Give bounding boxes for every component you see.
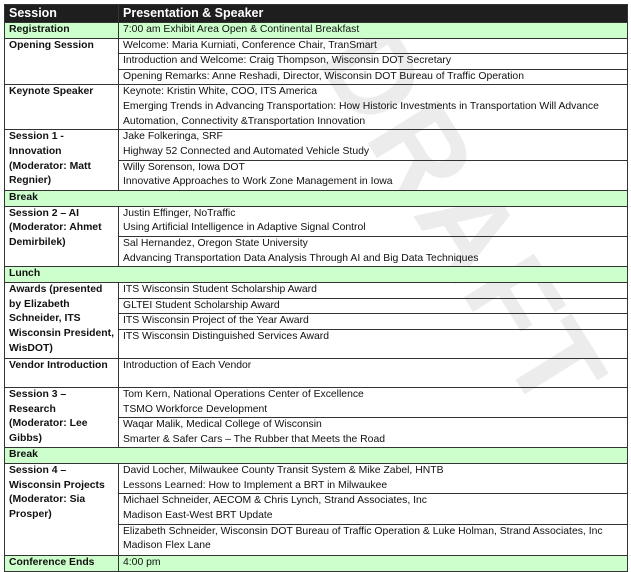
- presentation-line: Madison Flex Lane: [123, 540, 211, 552]
- header-presentation: Presentation & Speaker: [118, 4, 628, 23]
- presentation-line: GLTEI Student Scholarship Award: [123, 299, 280, 311]
- session-row: Michael Schneider, AECOM & Chris Lynch, …: [5, 493, 628, 525]
- presentation-line: Elizabeth Schneider, Wisconsin DOT Burea…: [123, 525, 603, 537]
- presentation-cell: ITS Wisconsin Distinguished Services Awa…: [118, 328, 628, 359]
- presentation-line: Willy Sorenson, Iowa DOT: [123, 161, 245, 173]
- session-row: Sal Hernandez, Oregon State University Ad…: [5, 235, 628, 268]
- presentation-line: ITS Wisconsin Student Scholarship Award: [123, 284, 317, 296]
- presentation-line: Michael Schneider, AECOM & Chris Lynch, …: [123, 495, 427, 507]
- break-label: Break: [4, 447, 628, 465]
- session-row: Session 1 - Innovation (Moderator: Matt …: [4, 129, 628, 191]
- session-row: Session 2 – AI (Moderator: Ahmet Demirbi…: [4, 205, 628, 268]
- session-row: Registration 7:00 am Exhibit Area Open & …: [4, 22, 628, 39]
- presentation-line: Welcome: Maria Kurniati, Conference Chai…: [123, 39, 377, 51]
- presentation-cell: David Locher, Milwaukee County Transit S…: [118, 463, 628, 495]
- presentation-cell: ITS Wisconsin Project of the Year Award: [118, 313, 628, 330]
- presentation-cell: Waqar Malik, Medical College of Wisconsi…: [118, 417, 628, 449]
- header-row: Session Presentation & Speaker: [4, 4, 628, 23]
- session-name: Awards (presented by Elizabeth Schneider…: [4, 282, 119, 359]
- presentation-line: Using Artificial Intelligence in Adaptiv…: [123, 222, 366, 234]
- presentation-line: Tom Kern, National Operations Center of …: [123, 388, 364, 400]
- presentation-cell: ITS Wisconsin Student Scholarship Award: [118, 282, 628, 299]
- break-row: Lunch: [4, 266, 628, 284]
- presentation-line: Opening Remarks: Anne Reshadi, Director,…: [123, 70, 524, 82]
- presentation-line: ITS Wisconsin Project of the Year Award: [123, 315, 309, 327]
- break-row: Break: [4, 447, 628, 465]
- presentation-line: Introduction of Each Vendor: [123, 359, 252, 371]
- session-name: Registration: [4, 22, 119, 39]
- presentation-cell: Introduction and Welcome: Craig Thompson…: [118, 53, 628, 70]
- session-row: Session 3 – Research (Moderator: Lee Gib…: [4, 386, 628, 449]
- presentation-cell: Michael Schneider, AECOM & Chris Lynch, …: [118, 493, 628, 525]
- presentation-line: Emerging Trends in Advancing Transportat…: [123, 100, 599, 127]
- presentation-line: Smarter & Safer Cars – The Rubber that M…: [123, 433, 386, 445]
- presentation-cell: Willy Sorenson, Iowa DOT Innovative Appro…: [118, 159, 628, 191]
- session-name: Keynote Speaker: [4, 84, 119, 131]
- presentation-cell: 7:00 am Exhibit Area Open & Continental …: [118, 22, 628, 39]
- session-name: Opening Session: [4, 37, 119, 86]
- session-name: Session 2 – AI (Moderator: Ahmet Demirbi…: [4, 205, 119, 268]
- session-row: Vendor Introduction Introduction of Each …: [4, 357, 628, 388]
- agenda-table: Session Presentation & Speaker Registrat…: [4, 4, 628, 572]
- presentation-line: ITS Wisconsin Distinguished Services Awa…: [123, 330, 329, 342]
- presentation-cell: 4:00 pm: [118, 554, 628, 572]
- presentation-line: Madison East-West BRT Update: [123, 510, 273, 522]
- presentation-cell: Opening Remarks: Anne Reshadi, Director,…: [118, 68, 628, 86]
- session-row: Awards (presented by Elizabeth Schneider…: [4, 282, 628, 359]
- presentation-cell: Justin Effinger, NoTraffic Using Artifici…: [118, 205, 628, 237]
- break-label: Break: [4, 189, 628, 207]
- presentation-cell: Elizabeth Schneider, Wisconsin DOT Burea…: [118, 523, 628, 556]
- presentation-line: David Locher, Milwaukee County Transit S…: [123, 465, 444, 477]
- presentation-line: 7:00 am Exhibit Area Open & Continental …: [123, 24, 360, 35]
- presentation-line: Jake Folkeringa, SRF: [123, 131, 223, 143]
- session-row: Waqar Malik, Medical College of Wisconsi…: [5, 417, 628, 449]
- presentation-cell: GLTEI Student Scholarship Award: [118, 297, 628, 315]
- presentation-cell: Introduction of Each Vendor: [118, 357, 628, 388]
- presentation-cell: Welcome: Maria Kurniati, Conference Chai…: [118, 37, 628, 55]
- session-name: Session 4 – Wisconsin Projects (Moderato…: [4, 463, 119, 556]
- presentation-line: Introduction and Welcome: Craig Thompson…: [123, 55, 452, 67]
- presentation-line: Lessons Learned: How to Implement a BRT …: [123, 479, 388, 491]
- presentation-line: 4:00 pm: [123, 556, 161, 568]
- presentation-line: Sal Hernandez, Oregon State University: [123, 237, 308, 249]
- session-name: Vendor Introduction: [4, 357, 119, 388]
- presentation-cell: Sal Hernandez, Oregon State University Ad…: [118, 235, 628, 268]
- presentation-line: Advancing Transportation Data Analysis T…: [123, 252, 479, 264]
- presentation-cell: Keynote: Kristin White, COO, ITS America…: [118, 84, 628, 131]
- session-row: Conference Ends 4:00 pm: [4, 554, 628, 572]
- presentation-line: TSMO Workforce Development: [123, 403, 268, 415]
- session-row: Opening Session Welcome: Maria Kurniati, …: [4, 37, 628, 86]
- presentation-cell: Jake Folkeringa, SRF Highway 52 Connected…: [118, 129, 628, 161]
- presentation-line: Justin Effinger, NoTraffic: [123, 207, 236, 219]
- presentation-cell: Tom Kern, National Operations Center of …: [118, 386, 628, 419]
- break-row: Break: [4, 189, 628, 207]
- break-label: Lunch: [4, 266, 628, 284]
- session-row: Willy Sorenson, Iowa DOT Innovative Appro…: [5, 159, 628, 191]
- presentation-line: Innovative Approaches to Work Zone Manag…: [123, 176, 393, 188]
- session-name: Session 1 - Innovation (Moderator: Matt …: [4, 129, 119, 191]
- session-row: Keynote Speaker Keynote: Kristin White, C…: [4, 84, 628, 131]
- presentation-line: Highway 52 Connected and Automated Vehic…: [123, 145, 370, 157]
- session-row: Session 4 – Wisconsin Projects (Moderato…: [4, 463, 628, 556]
- session-name: Conference Ends: [4, 554, 119, 572]
- header-session: Session: [4, 4, 119, 23]
- presentation-line: Keynote: Kristin White, COO, ITS America: [123, 86, 318, 98]
- session-name: Session 3 – Research (Moderator: Lee Gib…: [4, 386, 119, 449]
- presentation-line: Waqar Malik, Medical College of Wisconsi…: [123, 419, 322, 431]
